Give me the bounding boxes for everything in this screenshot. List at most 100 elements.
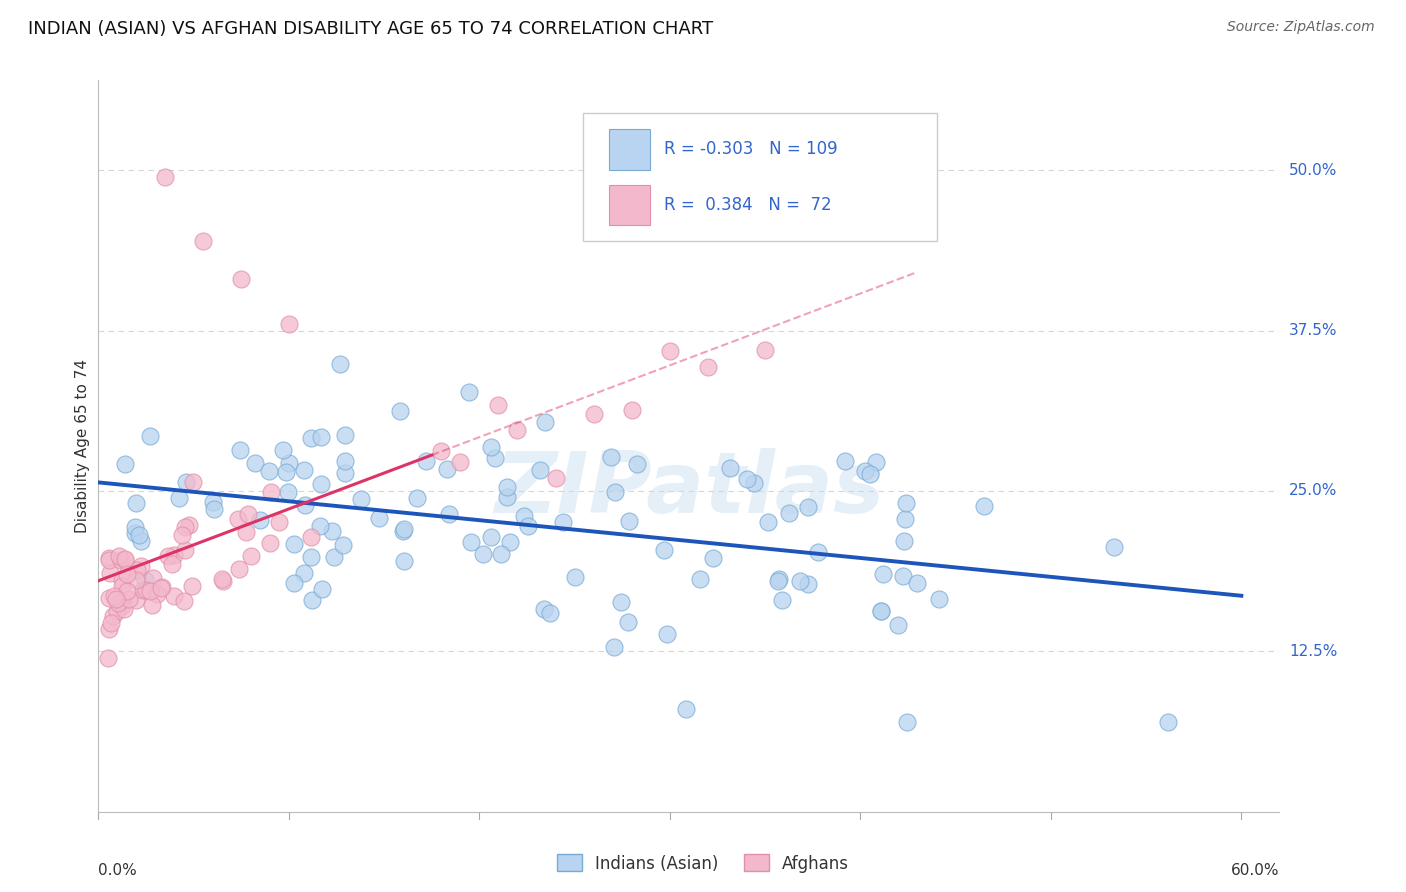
- Point: [129, 559, 152, 574]
- Point: [430, 444, 453, 458]
- Point: [506, 423, 529, 437]
- Point: [132, 582, 155, 597]
- Text: 12.5%: 12.5%: [1289, 644, 1337, 659]
- Point: [115, 566, 138, 581]
- Point: [260, 484, 283, 499]
- Point: [97, 591, 120, 605]
- Point: [157, 549, 180, 563]
- Point: [529, 462, 551, 476]
- Point: [243, 457, 266, 471]
- Point: [103, 589, 125, 603]
- Point: [115, 583, 138, 598]
- Point: [534, 415, 557, 429]
- Point: [142, 571, 165, 585]
- Point: [114, 552, 136, 566]
- Point: [321, 524, 343, 538]
- Point: [276, 465, 298, 479]
- Point: [834, 453, 856, 467]
- Point: [328, 357, 350, 371]
- Point: [111, 573, 134, 587]
- Point: [212, 574, 235, 589]
- Point: [153, 169, 176, 184]
- Point: [211, 572, 233, 586]
- Point: [277, 317, 299, 331]
- Point: [517, 519, 540, 533]
- Point: [101, 609, 124, 624]
- Point: [658, 344, 681, 359]
- Point: [735, 472, 758, 486]
- Point: [689, 572, 711, 586]
- Point: [231, 272, 253, 286]
- Text: R = -0.303   N = 109: R = -0.303 N = 109: [664, 140, 838, 159]
- Point: [887, 617, 910, 632]
- Point: [893, 533, 915, 548]
- Point: [582, 407, 605, 421]
- Point: [105, 592, 128, 607]
- Point: [796, 577, 818, 591]
- FancyBboxPatch shape: [582, 113, 936, 241]
- Point: [271, 443, 294, 458]
- Point: [436, 462, 458, 476]
- Point: [202, 501, 225, 516]
- Point: [160, 557, 183, 571]
- Text: 0.0%: 0.0%: [98, 863, 138, 878]
- Point: [458, 385, 481, 400]
- Y-axis label: Disability Age 65 to 74: Disability Age 65 to 74: [75, 359, 90, 533]
- Point: [495, 480, 517, 494]
- FancyBboxPatch shape: [609, 129, 650, 169]
- Point: [865, 454, 887, 468]
- Point: [139, 429, 162, 443]
- Point: [124, 525, 146, 540]
- FancyBboxPatch shape: [609, 185, 650, 225]
- Point: [905, 575, 928, 590]
- Point: [391, 524, 413, 539]
- Point: [392, 522, 415, 536]
- Point: [652, 543, 675, 558]
- Point: [124, 573, 146, 587]
- Point: [778, 506, 800, 520]
- Point: [257, 464, 280, 478]
- Point: [125, 496, 148, 510]
- Point: [449, 455, 471, 469]
- Point: [928, 591, 950, 606]
- Point: [128, 528, 150, 542]
- Point: [299, 549, 322, 564]
- Point: [135, 582, 157, 597]
- Point: [770, 593, 793, 607]
- Point: [439, 507, 461, 521]
- Point: [894, 496, 917, 510]
- Point: [127, 563, 149, 577]
- Legend: Indians (Asian), Afghans: Indians (Asian), Afghans: [550, 847, 856, 880]
- Point: [107, 596, 129, 610]
- Point: [100, 616, 122, 631]
- Point: [544, 470, 567, 484]
- Point: [349, 492, 371, 507]
- Point: [292, 463, 315, 477]
- Point: [98, 566, 121, 581]
- Point: [309, 476, 332, 491]
- Text: ZIPatlas: ZIPatlas: [494, 449, 884, 532]
- Point: [754, 343, 776, 357]
- Point: [675, 702, 697, 716]
- Point: [309, 519, 332, 533]
- Point: [277, 456, 299, 470]
- Point: [229, 442, 252, 457]
- Point: [766, 574, 789, 588]
- Point: [114, 552, 136, 566]
- Point: [332, 538, 354, 552]
- Point: [602, 640, 624, 654]
- Point: [193, 234, 215, 248]
- Point: [226, 512, 249, 526]
- Point: [626, 458, 648, 472]
- Point: [238, 507, 260, 521]
- Point: [294, 498, 316, 512]
- Point: [138, 583, 160, 598]
- Point: [174, 543, 197, 558]
- Point: [309, 430, 332, 444]
- Point: [484, 450, 506, 465]
- Point: [134, 573, 156, 587]
- Point: [718, 460, 741, 475]
- Point: [283, 537, 305, 551]
- Point: [489, 547, 512, 561]
- Point: [131, 534, 153, 549]
